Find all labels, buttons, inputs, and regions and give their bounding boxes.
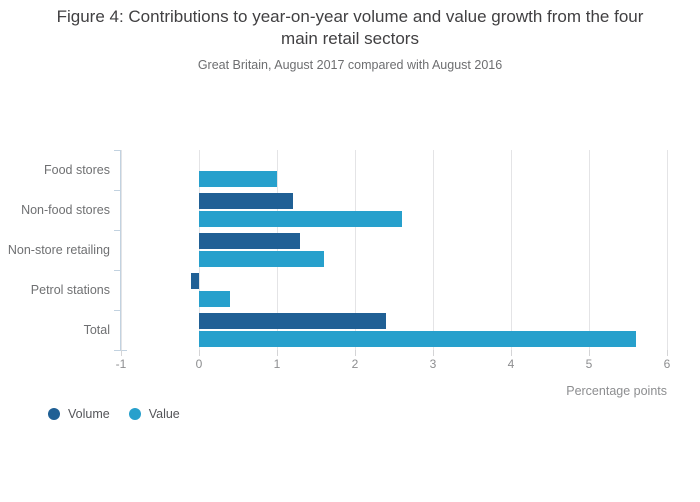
value-series-swatch-icon: [128, 408, 141, 420]
bar-value-non-food-stores[interactable]: [199, 211, 402, 227]
y-axis-tick: [114, 270, 120, 271]
figure-title: Figure 4: Contributions to year-on-year …: [56, 7, 644, 49]
y-axis-tick: [114, 190, 120, 191]
x-axis-tick-5: [588, 350, 590, 356]
x-axis-tick-4: [510, 350, 512, 356]
category-label-non-store-retailing: Non-store retailing: [7, 243, 110, 257]
bar-volume-petrol-stations[interactable]: [191, 273, 199, 289]
category-label-total: Total: [83, 323, 110, 337]
plot-area: [114, 150, 668, 356]
gridline-0: [198, 150, 200, 350]
legend: Volume Value: [48, 407, 180, 421]
legend-item-volume[interactable]: Volume: [48, 407, 110, 421]
y-axis-tick: [114, 230, 120, 231]
legend-item-value[interactable]: Value: [128, 407, 180, 421]
gridline-3: [432, 150, 434, 350]
figure-subtitle: Great Britain, August 2017 compared with…: [197, 58, 503, 72]
x-axis-tick-6: [666, 350, 668, 356]
bar-volume-total[interactable]: [199, 313, 387, 329]
y-axis-tick: [114, 310, 120, 311]
bar-value-petrol-stations[interactable]: [199, 291, 231, 307]
x-axis-tick--1: [120, 350, 122, 356]
bar-value-total[interactable]: [199, 331, 636, 347]
x-axis-tick-3: [432, 350, 434, 356]
x-tick-label-2: 2: [351, 357, 359, 371]
category-label-non-food-stores: Non-food stores: [21, 203, 110, 217]
x-tick-label-4: 4: [507, 357, 515, 371]
bar-volume-non-store-retailing[interactable]: [199, 233, 301, 249]
volume-series-swatch-icon: [48, 408, 60, 420]
x-axis-title: Percentage points: [566, 384, 667, 398]
x-axis-tick-0: [198, 350, 200, 356]
y-axis-tick: [114, 350, 120, 351]
legend-label-value: Value: [148, 407, 180, 421]
bar-value-food-stores[interactable]: [199, 171, 277, 187]
bar-volume-non-food-stores[interactable]: [199, 193, 293, 209]
x-tick-label-5: 5: [585, 357, 593, 371]
gridline-5: [588, 150, 590, 350]
gridline-4: [510, 150, 512, 350]
y-axis-tick: [114, 150, 120, 151]
x-axis-tick-1: [276, 350, 278, 356]
x-tick-label-1: 1: [273, 357, 281, 371]
legend-label-volume: Volume: [68, 407, 110, 421]
gridline--1: [120, 150, 122, 350]
bar-value-non-store-retailing[interactable]: [199, 251, 324, 267]
x-tick-label-6: 6: [663, 357, 671, 371]
x-tick-label-3: 3: [429, 357, 437, 371]
gridline-1: [276, 150, 278, 350]
category-label-petrol-stations: Petrol stations: [30, 283, 110, 297]
x-tick-label--1: -1: [115, 357, 127, 371]
x-tick-label-0: 0: [195, 357, 203, 371]
x-axis-tick-2: [354, 350, 356, 356]
gridline-6: [666, 150, 668, 350]
gridline-2: [354, 150, 356, 350]
category-label-food-stores: Food stores: [43, 163, 110, 177]
y-axis-foot: [120, 350, 127, 351]
